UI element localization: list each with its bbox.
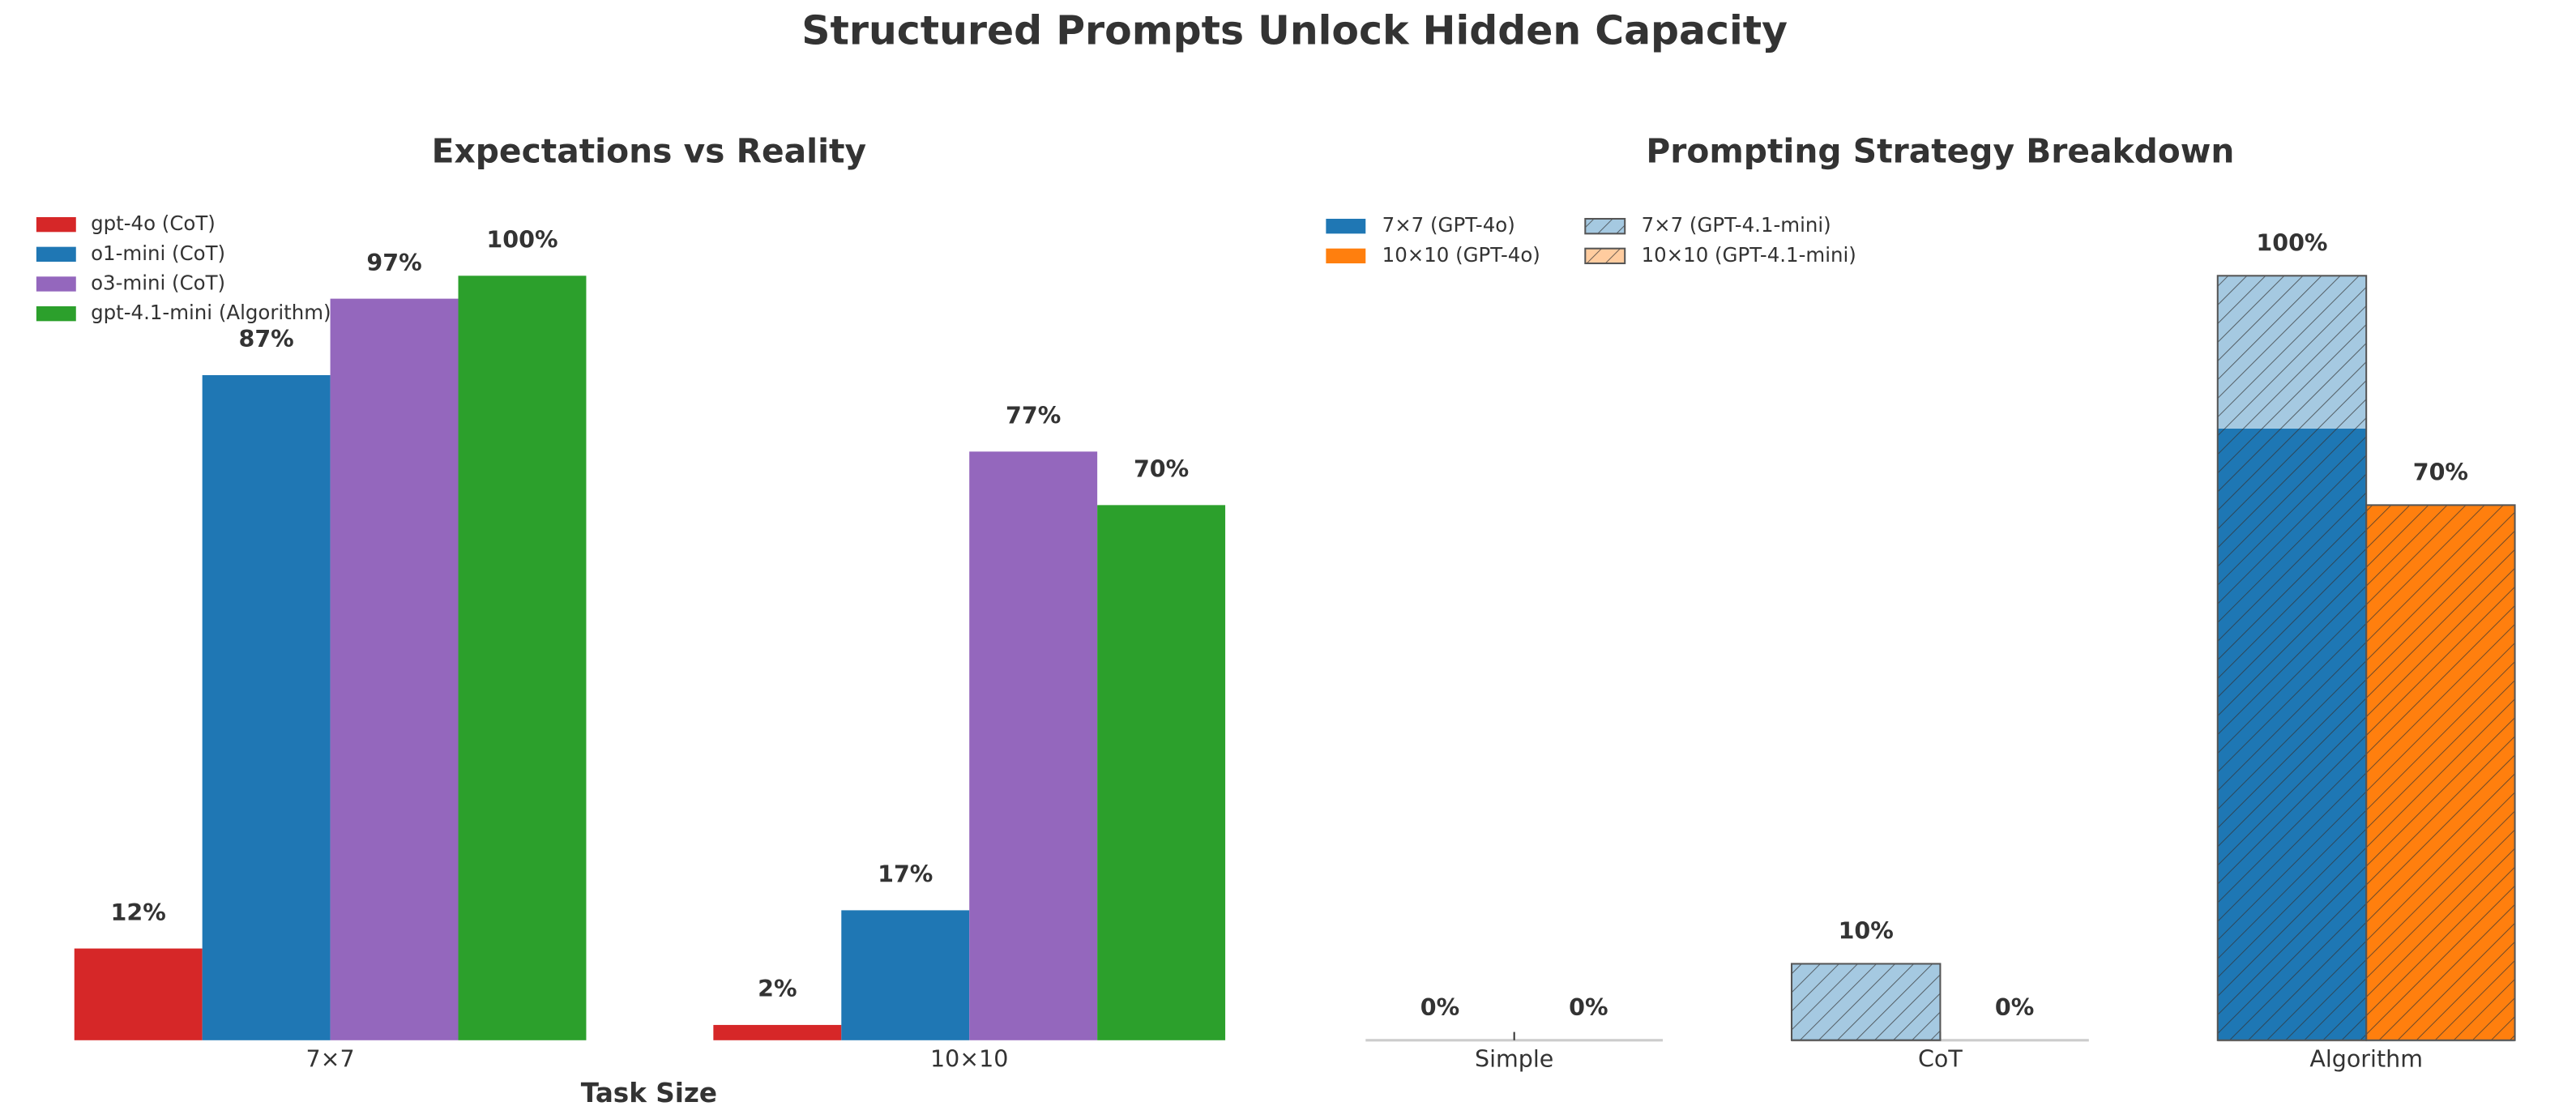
legend-swatch xyxy=(36,216,76,233)
legend-swatch-hatch xyxy=(1584,247,1626,265)
value-label: 0% xyxy=(1569,994,1608,1021)
value-label: 0% xyxy=(1995,994,2034,1021)
value-label: 17% xyxy=(878,861,933,888)
bar xyxy=(713,1024,842,1040)
value-label: 0% xyxy=(1420,994,1459,1021)
bar xyxy=(330,298,459,1040)
legend-label: 7×7 (GPT-4.1-mini) xyxy=(1642,213,1831,237)
legend-label: 10×10 (GPT-4.1-mini) xyxy=(1642,243,1856,267)
value-label: 100% xyxy=(2256,230,2327,257)
value-label: 70% xyxy=(2413,459,2468,486)
x-tick-label: Algorithm xyxy=(2309,1045,2423,1072)
chart-title: Expectations vs Reality xyxy=(432,132,866,171)
x-axis-label: Task Size xyxy=(581,1078,717,1108)
x-tick-label: Simple xyxy=(1475,1045,1553,1072)
legend-label: gpt-4o (CoT) xyxy=(91,211,216,235)
bar xyxy=(458,275,587,1040)
legend-label: o3-mini (CoT) xyxy=(91,271,225,294)
value-label: 87% xyxy=(238,326,293,352)
value-label: 70% xyxy=(1134,456,1189,483)
legend-swatch xyxy=(1326,219,1366,234)
legend-label: 7×7 (GPT-4o) xyxy=(1382,213,1515,237)
legend-label: 10×10 (GPT-4o) xyxy=(1382,243,1540,267)
legend-swatch-hatch xyxy=(1584,217,1626,235)
x-tick-label: 10×10 xyxy=(930,1045,1008,1072)
value-label: 2% xyxy=(758,976,797,1002)
legend-swatch xyxy=(36,276,76,292)
bar-hatch xyxy=(2365,504,2516,1041)
bar-hatch xyxy=(1791,963,1942,1041)
bar xyxy=(1097,505,1226,1040)
figure-title: Structured Prompts Unlock Hidden Capacit… xyxy=(801,7,1788,53)
value-label: 77% xyxy=(1006,403,1061,429)
value-label: 10% xyxy=(1839,918,1894,945)
x-tick-label: 7×7 xyxy=(305,1045,354,1072)
bar xyxy=(202,374,331,1040)
bar-hatch xyxy=(2216,275,2368,1041)
x-tick-label: CoT xyxy=(1918,1045,1963,1072)
bar xyxy=(841,910,970,1040)
legend-swatch xyxy=(36,306,76,322)
legend-label: gpt-4.1-mini (Algorithm) xyxy=(91,301,331,324)
value-label: 97% xyxy=(366,250,421,276)
legend-swatch xyxy=(36,246,76,262)
chart-title: Prompting Strategy Breakdown xyxy=(1646,132,2234,171)
value-label: 12% xyxy=(111,899,166,926)
bar xyxy=(74,948,203,1040)
legend-label: o1-mini (CoT) xyxy=(91,241,225,265)
legend-swatch xyxy=(1326,248,1366,264)
bar xyxy=(969,451,1098,1040)
value-label: 100% xyxy=(486,227,557,254)
